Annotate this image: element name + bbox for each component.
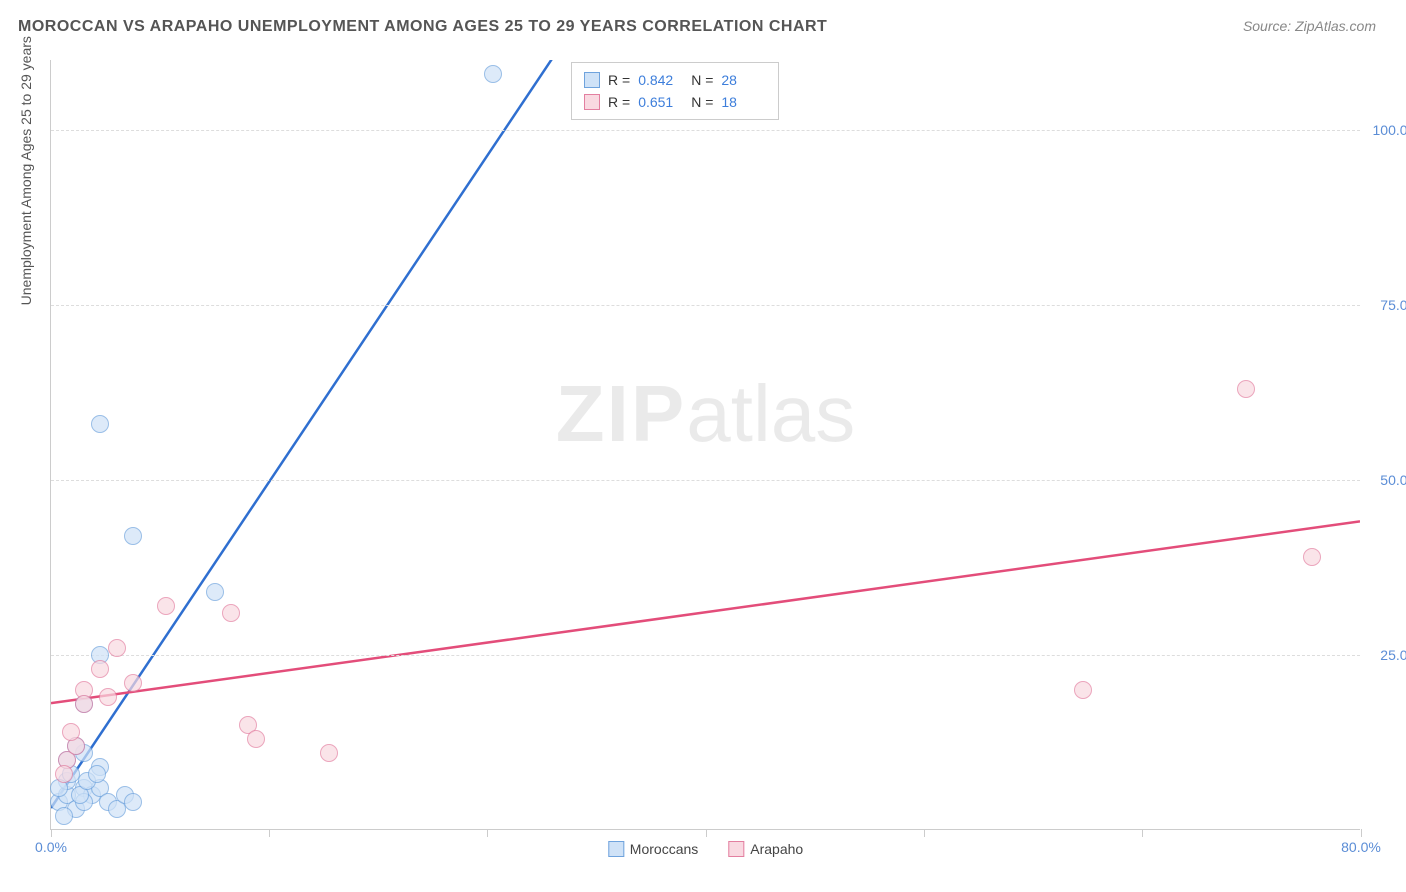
trend-line: [51, 60, 575, 808]
legend-label: Moroccans: [630, 841, 698, 857]
n-value: 28: [721, 69, 766, 91]
data-point: [222, 604, 240, 622]
data-point: [247, 730, 265, 748]
x-tick: [706, 829, 707, 837]
data-point: [75, 695, 93, 713]
watermark-bold: ZIP: [556, 369, 686, 458]
data-point: [55, 765, 73, 783]
legend: Moroccans Arapaho: [608, 841, 803, 857]
watermark: ZIPatlas: [556, 368, 855, 460]
trend-lines-svg: [51, 60, 1360, 829]
y-tick-label: 25.0%: [1380, 647, 1406, 663]
data-point: [99, 688, 117, 706]
data-point: [157, 597, 175, 615]
data-point: [1303, 548, 1321, 566]
n-label: N =: [691, 69, 713, 91]
data-point: [91, 415, 109, 433]
plot-area: ZIPatlas R =0.842N =28R =0.651N =18 Moro…: [50, 60, 1360, 830]
legend-item: Arapaho: [728, 841, 803, 857]
series-swatch: [584, 72, 600, 88]
r-value: 0.842: [638, 69, 683, 91]
data-point: [124, 674, 142, 692]
data-point: [484, 65, 502, 83]
data-point: [206, 583, 224, 601]
stats-row: R = 0.651 N = 18: [584, 91, 766, 113]
data-point: [108, 639, 126, 657]
chart-title: MOROCCAN VS ARAPAHO UNEMPLOYMENT AMONG A…: [18, 18, 827, 36]
stats-box: R = 0.842 N = 28 R = 0.651 N = 18: [571, 62, 779, 120]
data-point: [91, 660, 109, 678]
data-point: [55, 807, 73, 825]
y-tick-label: 50.0%: [1380, 472, 1406, 488]
x-tick: [51, 829, 52, 837]
x-tick-label: 0.0%: [35, 839, 67, 855]
legend-swatch: [728, 841, 744, 857]
n-label: N =: [691, 91, 713, 113]
data-point: [1074, 681, 1092, 699]
x-tick: [924, 829, 925, 837]
legend-item: Moroccans: [608, 841, 698, 857]
series-swatch: [584, 94, 600, 110]
stats-row: R = 0.842 N = 28: [584, 69, 766, 91]
y-tick-label: 100.0%: [1373, 122, 1406, 138]
data-point: [320, 744, 338, 762]
grid-line: [51, 655, 1360, 656]
watermark-light: atlas: [686, 369, 855, 458]
x-tick: [1142, 829, 1143, 837]
data-point: [88, 765, 106, 783]
data-point: [1237, 380, 1255, 398]
y-tick-label: 75.0%: [1380, 297, 1406, 313]
data-point: [124, 527, 142, 545]
x-tick-label: 80.0%: [1341, 839, 1381, 855]
grid-line: [51, 305, 1360, 306]
legend-label: Arapaho: [750, 841, 803, 857]
grid-line: [51, 480, 1360, 481]
x-tick: [487, 829, 488, 837]
r-label: R =: [608, 69, 630, 91]
trend-line: [51, 521, 1360, 703]
source-label: Source: ZipAtlas.com: [1243, 18, 1376, 34]
y-axis-title: Unemployment Among Ages 25 to 29 years: [18, 36, 34, 305]
x-tick: [1361, 829, 1362, 837]
data-point: [62, 723, 80, 741]
legend-swatch: [608, 841, 624, 857]
grid-line: [51, 130, 1360, 131]
x-tick: [269, 829, 270, 837]
n-value: 18: [721, 91, 766, 113]
r-value: 0.651: [638, 91, 683, 113]
chart-container: MOROCCAN VS ARAPAHO UNEMPLOYMENT AMONG A…: [0, 0, 1406, 892]
r-label: R =: [608, 91, 630, 113]
data-point: [124, 793, 142, 811]
